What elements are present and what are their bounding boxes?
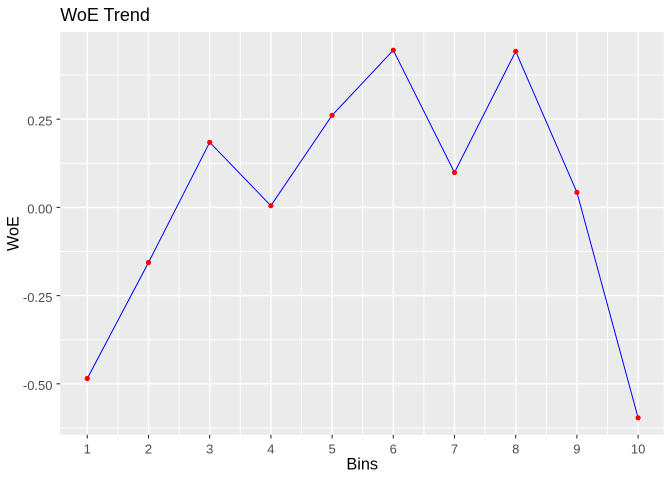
svg-text:7: 7 bbox=[451, 442, 458, 457]
svg-text:2: 2 bbox=[145, 442, 152, 457]
svg-text:6: 6 bbox=[390, 442, 397, 457]
svg-text:5: 5 bbox=[328, 442, 335, 457]
svg-text:-0.25: -0.25 bbox=[23, 290, 53, 305]
svg-text:3: 3 bbox=[206, 442, 213, 457]
svg-text:WoE Trend: WoE Trend bbox=[60, 5, 150, 25]
svg-text:8: 8 bbox=[512, 442, 519, 457]
svg-text:10: 10 bbox=[631, 442, 645, 457]
svg-text:4: 4 bbox=[267, 442, 274, 457]
svg-text:Bins: Bins bbox=[346, 456, 378, 474]
svg-text:WoE: WoE bbox=[5, 216, 23, 251]
svg-text:-0.50: -0.50 bbox=[23, 378, 53, 393]
svg-text:9: 9 bbox=[573, 442, 580, 457]
svg-text:1: 1 bbox=[84, 442, 91, 457]
svg-text:0.25: 0.25 bbox=[27, 114, 52, 129]
svg-text:0.00: 0.00 bbox=[27, 202, 52, 217]
